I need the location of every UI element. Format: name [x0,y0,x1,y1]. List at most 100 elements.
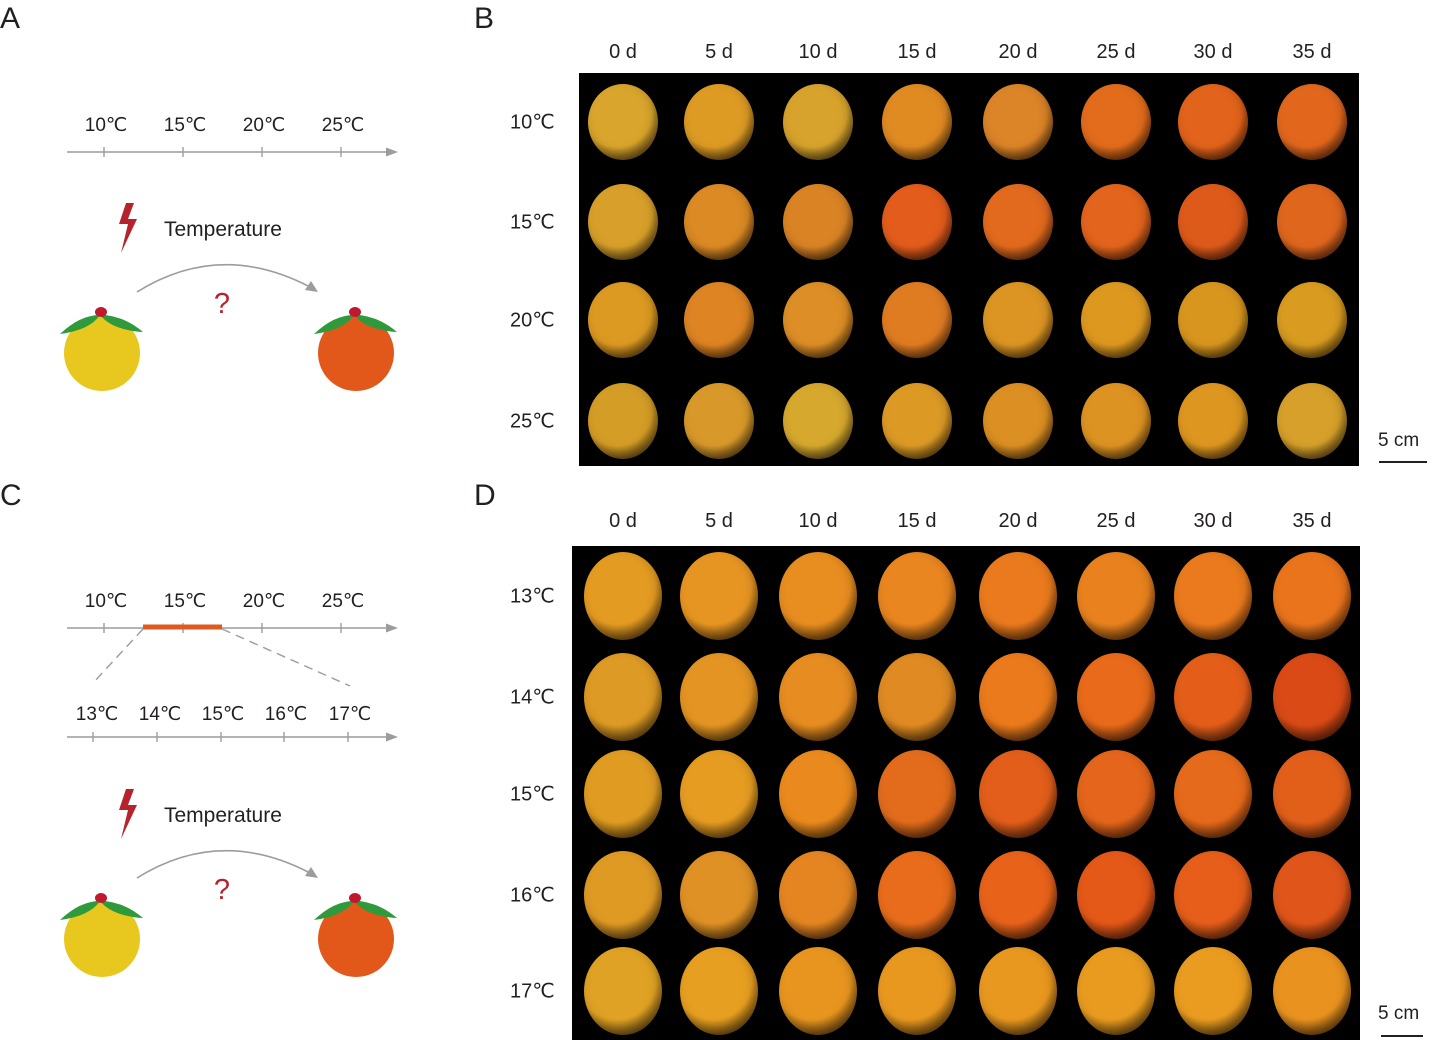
zoom-axis [67,732,398,742]
axis-tick-label: 15℃ [163,591,207,612]
fruit-photo [584,947,662,1035]
fruit-photo [684,184,754,260]
fruit-photo [878,653,956,741]
row-label-temperature: 16℃ [510,884,555,907]
column-label-day: 0 d [609,41,637,63]
fruit-photo [979,750,1057,838]
axis-tick-label: 25℃ [321,591,365,612]
zoom-tick-label: 16℃ [264,704,308,725]
fruit-photo [1277,84,1347,160]
fruit-photo [979,947,1057,1035]
row-label-temperature: 10℃ [510,111,555,134]
fruit-photo [1277,282,1347,358]
column-label-day: 35 d [1292,41,1332,63]
question-mark: ? [213,288,231,320]
scale-bar [1379,461,1427,463]
fruit-photo [783,383,853,459]
scale-bar [1381,1035,1423,1037]
fruit-photo [1273,947,1351,1035]
fruit-photo [588,383,658,459]
column-label-day: 30 d [1193,41,1233,63]
transition-arrow [136,263,318,293]
fruit-photo [680,947,758,1035]
fruit-photo [1178,184,1248,260]
question-mark: ? [213,874,231,906]
unripe-fruit-icon [60,307,143,391]
fruit-photo [1077,851,1155,939]
zoom-tick-label: 15℃ [201,704,245,725]
fruit-photo [979,653,1057,741]
fruit-photo [680,750,758,838]
fruit-photo [882,282,952,358]
fruit-photo [882,184,952,260]
fruit-photo [1174,947,1252,1035]
fruit-photo [1277,383,1347,459]
fruit-photo [1178,383,1248,459]
fruit-photo [1077,552,1155,640]
fruit-photo [878,750,956,838]
fruit-photo [584,653,662,741]
fruit-photo [1174,750,1252,838]
fruit-photo [680,653,758,741]
column-label-day: 35 d [1292,510,1332,532]
fruit-photo [684,383,754,459]
row-label-temperature: 17℃ [510,980,555,1003]
row-label-temperature: 25℃ [510,410,555,433]
row-label-temperature: 13℃ [510,585,555,608]
fruit-photo [979,552,1057,640]
fruit-photo [1077,750,1155,838]
fruit-photo [983,184,1053,260]
column-label-day: 25 d [1096,41,1136,63]
fruit-photo [1273,552,1351,640]
fruit-photo [680,851,758,939]
fruit-photo [779,947,857,1035]
fruit-photo [1174,851,1252,939]
axis-tick-label: 20℃ [242,115,286,136]
fruit-photo [1081,383,1151,459]
lightning-bolt-icon [119,203,137,253]
panel-label-d: D [474,479,496,512]
fruit-photo [783,282,853,358]
fruit-photo [588,84,658,160]
column-label-day: 30 d [1193,510,1233,532]
row-label-temperature: 15℃ [510,211,555,234]
zoom-tick-label: 17℃ [328,704,372,725]
column-label-day: 10 d [798,41,838,63]
fruit-photo [1077,653,1155,741]
fruit-photo [1273,653,1351,741]
zoom-tick-label: 14℃ [138,704,182,725]
column-label-day: 20 d [998,510,1038,532]
panel-label-c: C [0,479,22,512]
fruit-photo [878,851,956,939]
temperature-axis [67,147,398,157]
column-label-day: 5 d [705,41,733,63]
zoom-guide-lines [92,628,351,687]
ripe-fruit-icon [314,307,397,391]
fruit-photo [1174,653,1252,741]
row-label-temperature: 15℃ [510,783,555,806]
ripe-fruit-icon [314,893,397,977]
fruit-photo [979,851,1057,939]
scale-bar-label: 5 cm [1378,430,1420,451]
column-label-day: 25 d [1096,510,1136,532]
fruit-photo [584,851,662,939]
row-label-temperature: 14℃ [510,686,555,709]
panel-a-illustration [60,147,398,391]
fruit-photo [779,750,857,838]
fruit-photo [584,552,662,640]
column-label-day: 10 d [798,510,838,532]
unripe-fruit-icon [60,893,143,977]
fruit-photo [779,851,857,939]
fruit-photo [1081,282,1151,358]
column-label-day: 15 d [897,41,937,63]
fruit-photo [584,750,662,838]
fruit-photo [1174,552,1252,640]
transition-arrow [136,849,318,879]
zoom-tick-label: 13℃ [75,704,119,725]
fruit-photo [1277,184,1347,260]
panel-label-b: B [474,2,495,35]
temperature-label: Temperature [164,804,282,827]
fruit-photo [680,552,758,640]
fruit-photo [1081,84,1151,160]
temperature-axis [67,623,398,633]
